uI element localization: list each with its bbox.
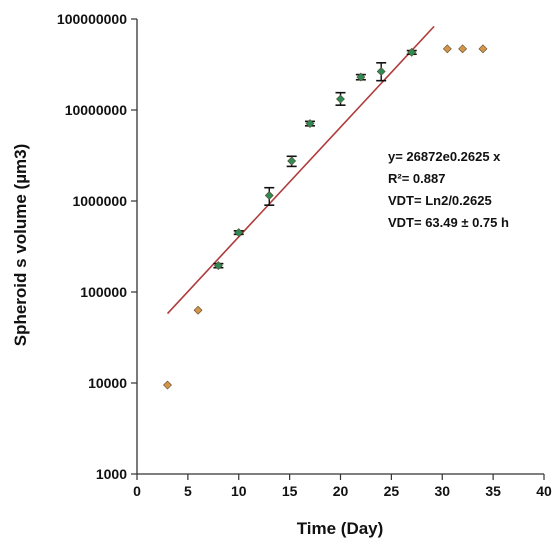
fit-annotations: y= 26872e0.2625 x R²= 0.887 VDT= Ln2/0.2… bbox=[388, 149, 509, 230]
x-tick-label: 10 bbox=[231, 483, 247, 499]
data-points bbox=[163, 44, 488, 390]
data-point-green bbox=[264, 191, 274, 200]
x-tick-label: 25 bbox=[384, 483, 400, 499]
fit-r-squared: R²= 0.887 bbox=[388, 171, 445, 186]
data-point-orange bbox=[193, 305, 203, 315]
regression-line bbox=[166, 25, 435, 315]
data-point-green bbox=[287, 156, 297, 166]
data-point-orange bbox=[458, 44, 468, 54]
data-point-orange bbox=[163, 380, 172, 390]
data-point-green bbox=[356, 72, 366, 82]
data-point-orange bbox=[478, 44, 488, 54]
fit-line-group bbox=[166, 25, 435, 315]
y-tick-label: 10000 bbox=[88, 375, 127, 391]
data-point-green bbox=[213, 261, 223, 271]
data-point-green bbox=[234, 228, 244, 237]
y-tick-label: 1000 bbox=[96, 466, 127, 482]
data-point-orange bbox=[442, 44, 452, 54]
x-tick-label: 5 bbox=[184, 483, 192, 499]
data-point-green bbox=[305, 119, 315, 128]
data-point-green bbox=[407, 47, 417, 57]
x-tick-label: 0 bbox=[133, 483, 141, 499]
y-axis-title: Spheroid s volume (µm3) bbox=[11, 144, 30, 347]
y-tick-label: 10000000 bbox=[65, 102, 128, 118]
x-tick-label: 30 bbox=[434, 483, 450, 499]
data-point-green bbox=[376, 67, 386, 76]
fit-equation: y= 26872e0.2625 x bbox=[388, 149, 501, 164]
x-tick-label: 35 bbox=[485, 483, 501, 499]
y-tick-label: 100000000 bbox=[57, 11, 127, 27]
data-point-green bbox=[336, 94, 345, 104]
axes bbox=[136, 19, 544, 475]
x-axis-title: Time (Day) bbox=[297, 519, 384, 538]
y-tick-label: 100000 bbox=[80, 284, 127, 300]
vdt-value: VDT= 63.49 ± 0.75 h bbox=[388, 215, 509, 230]
y-tick-label: 1000000 bbox=[72, 193, 127, 209]
vdt-formula: VDT= Ln2/0.2625 bbox=[388, 193, 492, 208]
ticks: 1000 10000 100000 1000000 10000000 100000000 0… bbox=[57, 11, 552, 499]
x-tick-label: 15 bbox=[282, 483, 298, 499]
x-tick-label: 40 bbox=[536, 483, 552, 499]
x-tick-label: 20 bbox=[333, 483, 349, 499]
